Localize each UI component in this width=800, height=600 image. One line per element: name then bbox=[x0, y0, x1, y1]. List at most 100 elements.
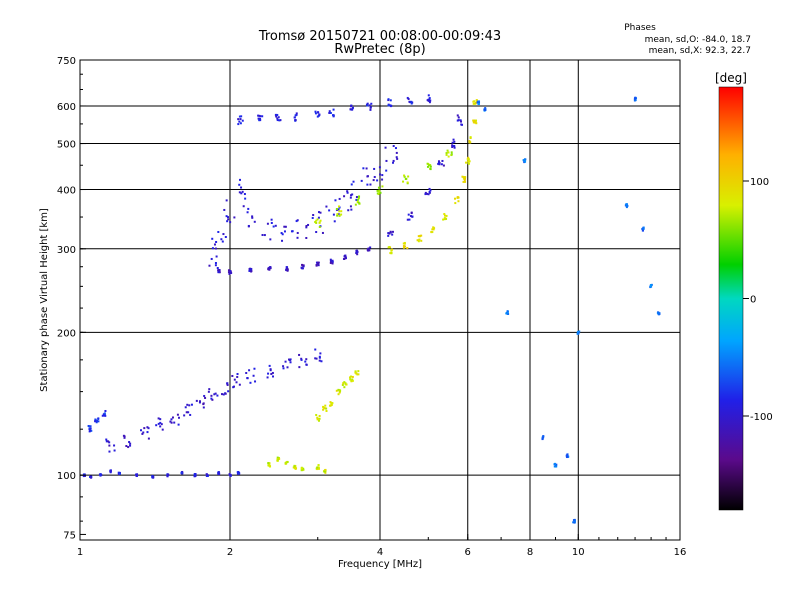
data-point bbox=[227, 218, 230, 221]
data-point bbox=[305, 358, 308, 361]
data-point bbox=[319, 352, 322, 355]
data-point bbox=[247, 207, 250, 210]
data-point bbox=[431, 228, 434, 231]
data-point bbox=[135, 474, 138, 477]
data-point bbox=[625, 205, 628, 208]
data-point bbox=[391, 230, 394, 233]
data-point bbox=[506, 312, 509, 315]
data-point bbox=[576, 330, 579, 333]
data-point bbox=[343, 386, 346, 389]
data-point bbox=[247, 225, 250, 228]
data-point bbox=[459, 120, 462, 123]
data-point bbox=[381, 178, 384, 181]
data-point bbox=[269, 238, 272, 241]
data-point bbox=[152, 476, 155, 479]
data-point bbox=[409, 101, 412, 104]
data-point bbox=[317, 211, 320, 214]
data-point bbox=[217, 269, 220, 272]
data-point bbox=[243, 193, 246, 196]
data-point bbox=[428, 190, 431, 193]
x-tick-label: 8 bbox=[527, 547, 533, 558]
data-point bbox=[337, 393, 340, 396]
data-point bbox=[320, 360, 323, 363]
data-point bbox=[406, 218, 409, 221]
data-point bbox=[304, 360, 307, 363]
data-point bbox=[285, 266, 288, 269]
data-point bbox=[346, 190, 349, 193]
data-point bbox=[392, 161, 395, 164]
data-point bbox=[170, 421, 173, 424]
data-point bbox=[378, 166, 381, 169]
data-point bbox=[239, 118, 242, 121]
data-point bbox=[634, 97, 637, 100]
data-point bbox=[402, 246, 405, 249]
data-point bbox=[554, 465, 557, 468]
data-point bbox=[226, 220, 229, 223]
data-point bbox=[300, 357, 303, 360]
stats-o: mean, sd,O: -84.0, 18.7 bbox=[645, 35, 751, 45]
data-point bbox=[249, 268, 252, 271]
data-point bbox=[419, 234, 422, 237]
data-point bbox=[229, 474, 232, 477]
data-point bbox=[318, 355, 321, 358]
data-point bbox=[214, 392, 217, 395]
data-point bbox=[339, 390, 342, 393]
data-point bbox=[301, 267, 304, 270]
data-point bbox=[252, 374, 255, 377]
x-tick-label: 10 bbox=[572, 547, 585, 558]
data-point bbox=[94, 420, 97, 423]
y-tick-label: 75 bbox=[63, 530, 76, 541]
data-point bbox=[349, 196, 352, 199]
data-point bbox=[284, 360, 287, 363]
data-point bbox=[210, 394, 213, 397]
data-point bbox=[329, 261, 332, 264]
data-point bbox=[318, 359, 321, 362]
data-point bbox=[577, 332, 580, 335]
data-point bbox=[318, 225, 321, 228]
data-point bbox=[316, 416, 319, 419]
data-point bbox=[392, 145, 395, 148]
data-point bbox=[342, 382, 345, 385]
data-point bbox=[108, 441, 111, 444]
data-point bbox=[356, 198, 359, 201]
data-point bbox=[239, 122, 242, 125]
data-point bbox=[462, 180, 465, 183]
data-point bbox=[223, 208, 226, 211]
data-point bbox=[433, 227, 436, 230]
data-point bbox=[406, 247, 409, 250]
data-point bbox=[407, 97, 410, 100]
data-point bbox=[322, 406, 325, 409]
data-point bbox=[454, 202, 457, 205]
data-point bbox=[472, 121, 475, 124]
data-point bbox=[343, 254, 346, 257]
data-point bbox=[328, 209, 331, 212]
data-point bbox=[444, 217, 447, 220]
data-point bbox=[295, 112, 298, 115]
data-point bbox=[324, 471, 327, 474]
data-point bbox=[281, 233, 284, 236]
data-point bbox=[307, 223, 310, 226]
data-point bbox=[316, 468, 319, 471]
data-point bbox=[388, 245, 391, 248]
data-point bbox=[447, 155, 450, 158]
data-point bbox=[369, 183, 372, 186]
data-point bbox=[267, 372, 270, 375]
data-point bbox=[317, 111, 320, 114]
data-point bbox=[369, 246, 372, 249]
data-point bbox=[314, 110, 317, 113]
y-tick-label: 100 bbox=[57, 471, 76, 482]
data-point bbox=[224, 236, 227, 239]
data-point bbox=[475, 119, 478, 122]
data-point bbox=[325, 410, 328, 413]
data-point bbox=[321, 231, 324, 234]
data-point bbox=[276, 117, 279, 120]
data-point bbox=[129, 442, 132, 445]
data-point bbox=[411, 215, 414, 218]
data-point bbox=[289, 361, 292, 364]
data-point bbox=[222, 393, 225, 396]
data-point bbox=[329, 111, 332, 114]
data-point bbox=[387, 98, 390, 101]
y-tick-label: 750 bbox=[57, 56, 76, 67]
stats-x: mean, sd,X: 92.3, 22.7 bbox=[649, 46, 751, 56]
data-point bbox=[354, 371, 357, 374]
